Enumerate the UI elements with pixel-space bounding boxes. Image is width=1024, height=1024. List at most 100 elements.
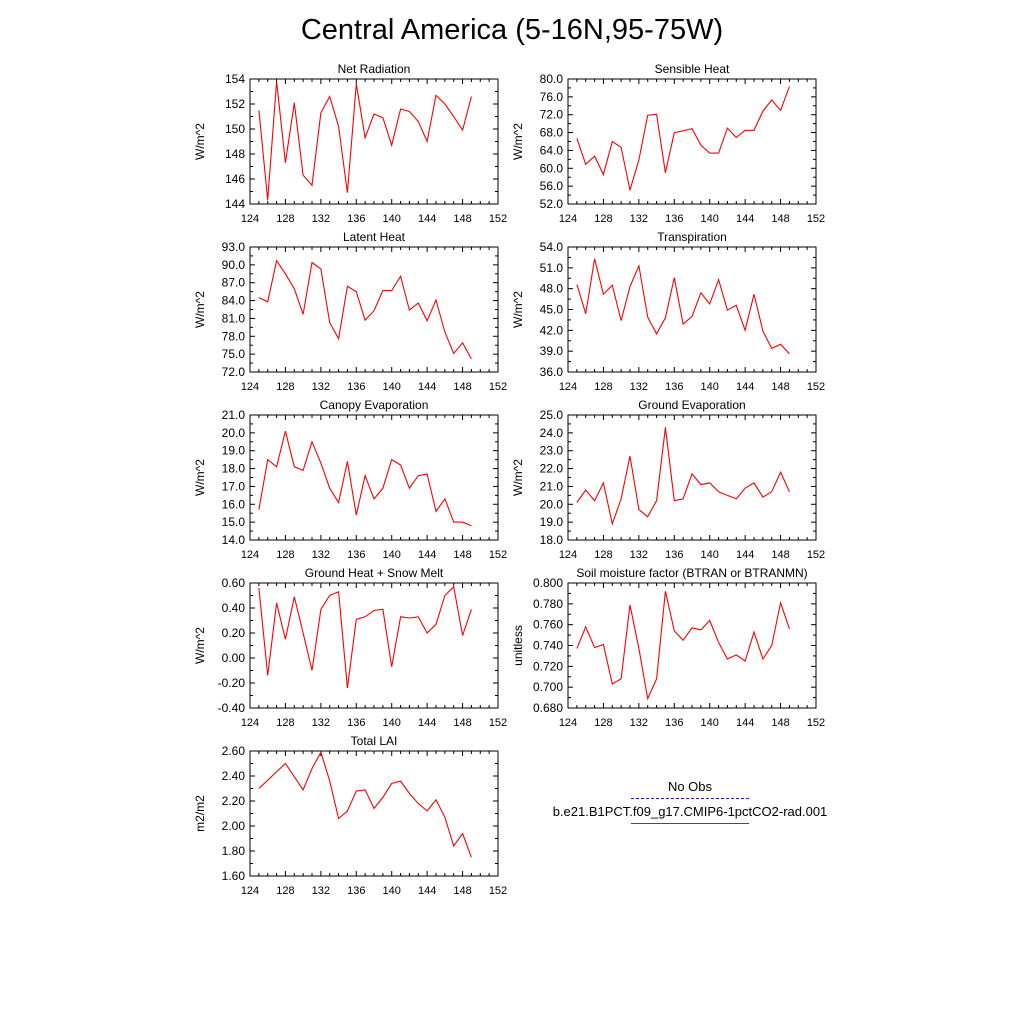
x-tick-label: 136 [347,381,365,393]
y-tick-label: 78.0 [222,329,246,343]
x-tick-label: 144 [418,717,436,729]
x-tick-label: 136 [347,549,365,561]
y-tick-label: 2.60 [222,744,246,758]
y-tick-label: 1.60 [222,869,246,883]
x-tick-label: 124 [241,381,259,393]
y-tick-label: 0.800 [533,576,563,590]
x-tick-label: 148 [771,717,789,729]
y-tick-label: 14.0 [222,533,246,547]
y-axis-label: W/m^2 [193,291,207,328]
x-tick-label: 136 [347,717,365,729]
x-tick-label: 144 [736,213,754,225]
panel-7: Ground Heat + Snow Melt 124 128 132 136 140 14… [193,566,507,729]
x-tick-label: 152 [807,381,825,393]
x-tick-label: 132 [630,381,648,393]
x-tick-label: 140 [383,717,401,729]
series-line [576,591,790,701]
x-tick-label: 136 [665,213,683,225]
y-tick-label: 84.0 [222,294,246,308]
x-tick-label: 144 [736,549,754,561]
x-tick-label: 144 [418,549,436,561]
series-line [258,430,472,527]
x-tick-label: 144 [736,717,754,729]
x-tick-label: 132 [630,213,648,225]
y-tick-label: 54.0 [540,240,564,254]
panel-title: Canopy Evaporation [320,398,429,412]
y-tick-label: 93.0 [222,240,246,254]
x-tick-label: 148 [771,381,789,393]
x-tick-label: 132 [312,549,330,561]
y-tick-label: 0.680 [533,701,563,715]
x-tick-label: 152 [807,213,825,225]
x-tick-label: 132 [312,213,330,225]
x-tick-label: 136 [347,885,365,897]
y-axis-label: W/m^2 [511,123,525,160]
y-tick-label: 72.0 [222,365,246,379]
x-tick-label: 140 [701,213,719,225]
x-tick-label: 148 [453,381,471,393]
y-tick-label: 48.0 [540,282,564,296]
legend-model-line [631,823,749,824]
panel-9: Total LAI 124 128 132 136 140 144 148 152 1.60 1.8… [193,734,507,897]
x-tick-label: 132 [312,381,330,393]
y-tick-label: 0.40 [222,601,246,615]
x-tick-label: 144 [418,885,436,897]
series-line [258,259,472,360]
series-line [576,86,790,191]
y-tick-label: 0.20 [222,626,246,640]
y-tick-label: 0.700 [533,680,563,694]
panel-8: Soil moisture factor (BTRAN or BTRANMN) 1… [511,566,825,729]
x-tick-label: 152 [489,717,507,729]
plot-frame [567,246,817,373]
y-tick-label: 146 [225,172,245,186]
y-tick-label: 0.60 [222,576,246,590]
x-tick-label: 140 [701,549,719,561]
series-line [258,585,472,689]
x-tick-label: 136 [665,381,683,393]
panel-title: Sensible Heat [655,62,730,76]
y-tick-label: 20.0 [222,426,246,440]
x-tick-label: 140 [701,381,719,393]
series-line [258,750,472,858]
x-tick-label: 132 [312,885,330,897]
x-tick-label: 128 [594,717,612,729]
y-tick-label: 19.0 [540,515,564,529]
y-tick-label: 80.0 [540,72,564,86]
y-tick-label: 21.0 [540,479,564,493]
x-tick-label: 128 [276,213,294,225]
panel-1: Net Radiation 124 128 132 136 140 144 148 152 144… [193,62,507,225]
x-tick-label: 128 [276,717,294,729]
y-tick-label: 72.0 [540,108,564,122]
x-tick-label: 136 [665,717,683,729]
figure-title: Central America (5-16N,95-75W) [300,14,724,46]
x-tick-label: 128 [594,213,612,225]
y-tick-label: 51.0 [540,261,564,275]
y-tick-label: 17.0 [222,479,246,493]
panel-title: Soil moisture factor (BTRAN or BTRANMN) [576,566,807,580]
x-tick-label: 152 [807,717,825,729]
y-tick-label: 0.00 [222,651,246,665]
series-line [576,427,790,526]
plot-frame [249,750,499,877]
y-tick-label: 148 [225,147,245,161]
x-tick-label: 124 [559,213,577,225]
legend-model-label: b.e21.B1PCT.f09_g17.CMIP6-1pctCO2-rad.00… [552,804,828,819]
x-tick-label: 152 [489,549,507,561]
plot-frame [567,78,817,205]
y-tick-label: 1.80 [222,844,246,858]
y-tick-label: 0.780 [533,597,563,611]
legend-obs-line [631,798,749,799]
x-tick-label: 132 [630,717,648,729]
x-tick-label: 140 [383,885,401,897]
y-tick-label: 22.0 [540,462,564,476]
panel-6: Ground Evaporation 124 128 132 136 140 144 148 1… [511,398,825,561]
y-tick-label: 0.720 [533,659,563,673]
y-axis-label: W/m^2 [193,123,207,160]
x-tick-label: 148 [453,549,471,561]
panel-4: Transpiration 124 128 132 136 140 144 148 152 36.… [511,230,825,393]
x-tick-label: 128 [276,549,294,561]
plot-frame [249,414,499,541]
y-tick-label: 144 [225,197,245,211]
y-tick-label: 24.0 [540,426,564,440]
series-line [576,258,790,355]
